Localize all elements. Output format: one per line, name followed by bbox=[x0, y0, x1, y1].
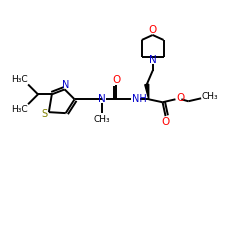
Text: N: N bbox=[149, 55, 156, 65]
Text: O: O bbox=[176, 93, 185, 103]
Text: O: O bbox=[112, 74, 120, 85]
Text: CH₃: CH₃ bbox=[94, 114, 110, 124]
Text: NH: NH bbox=[132, 94, 147, 104]
Text: S: S bbox=[42, 109, 48, 119]
Text: O: O bbox=[162, 117, 170, 127]
Text: O: O bbox=[148, 25, 157, 35]
Text: N: N bbox=[98, 94, 106, 104]
Text: H₃C: H₃C bbox=[11, 105, 28, 114]
Text: CH₃: CH₃ bbox=[202, 92, 218, 101]
Text: H₃C: H₃C bbox=[11, 75, 28, 84]
Text: N: N bbox=[62, 80, 69, 90]
Polygon shape bbox=[145, 84, 149, 99]
